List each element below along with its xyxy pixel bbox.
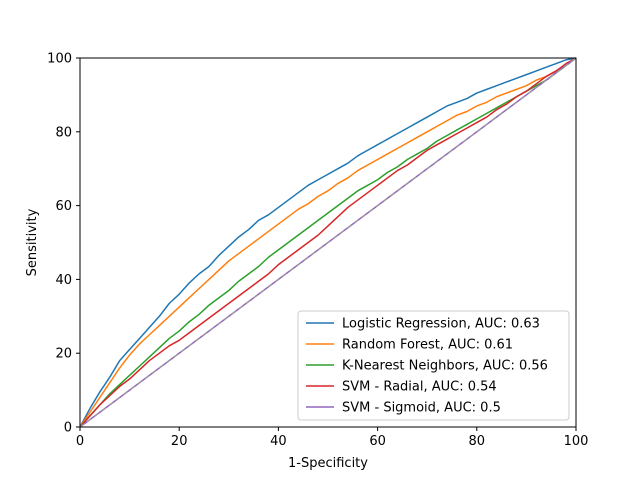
x-tick-label: 20 xyxy=(171,434,188,449)
x-tick-label: 40 xyxy=(270,434,287,449)
y-tick-label: 100 xyxy=(47,52,72,67)
x-axis-label: 1-Specificity xyxy=(288,456,368,471)
series-line-1 xyxy=(79,57,577,428)
series-line-2 xyxy=(79,57,577,428)
y-axis-label: Sensitivity xyxy=(25,208,40,276)
y-tick-label: 60 xyxy=(55,199,72,214)
x-tick-label: 100 xyxy=(564,434,589,449)
legend-label-2: Random Forest, AUC: 0.61 xyxy=(342,338,513,353)
plot-area xyxy=(79,57,577,428)
axes: 0 20 40 60 80 100 0 20 40 60 80 100 xyxy=(47,52,588,450)
y-tick-label: 40 xyxy=(55,273,72,288)
legend-label-3: K-Nearest Neighbors, AUC: 0.56 xyxy=(342,359,548,374)
x-tick-label: 80 xyxy=(469,434,486,449)
legend-label-5: SVM - Sigmoid, AUC: 0.5 xyxy=(342,401,501,416)
legend-label-1: Logistic Regression, AUC: 0.63 xyxy=(342,317,540,332)
y-tick-label: 80 xyxy=(55,125,72,140)
y-tick-label: 0 xyxy=(64,421,72,436)
legend-box xyxy=(297,310,570,421)
legend-label-4: SVM - Radial, AUC: 0.54 xyxy=(342,380,497,395)
axes-frame xyxy=(79,57,577,428)
series-line-3 xyxy=(79,57,577,428)
x-tick-label: 0 xyxy=(76,434,84,449)
series-line-4 xyxy=(79,57,577,428)
y-tick-label: 20 xyxy=(55,347,72,362)
x-tick-label: 60 xyxy=(369,434,386,449)
legend: Logistic Regression, AUC: 0.63 Random For… xyxy=(297,310,570,421)
chance-diagonal-line xyxy=(79,57,577,428)
